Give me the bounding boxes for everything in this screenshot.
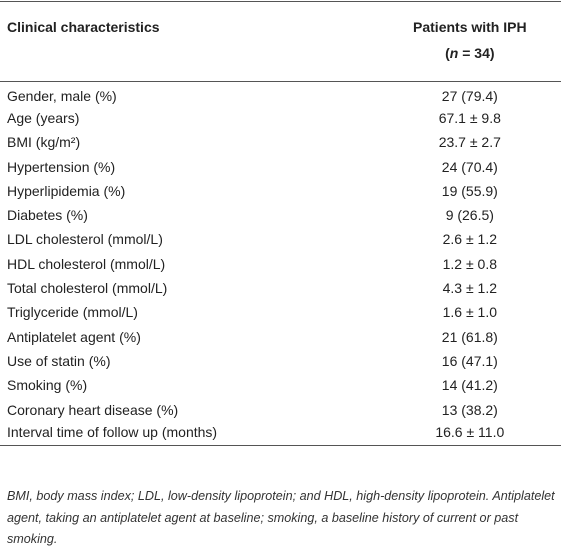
row-value: 19 (55.9) (441, 182, 498, 199)
header-sub: ( (445, 45, 450, 61)
row-value: 16 (47.1) (441, 352, 498, 369)
table-row: Gender, male (%) 27 (79.4) (0, 82, 561, 106)
row-value: 9 (26.5) (445, 207, 494, 224)
header-text: Patients with IPH (413, 19, 527, 35)
table-row: Total cholesterol (mmol/L) 4.3 ± 1.2 (0, 276, 561, 300)
row-label: Hypertension (%) (7, 158, 116, 175)
table-row: LDL cholesterol (mmol/L) 2.6 ± 1.2 (0, 227, 561, 251)
table-row: Hypertension (%) 24 (70.4) (0, 154, 561, 178)
row-value: 13 (38.2) (441, 401, 498, 418)
row-label: Age (years) (7, 109, 80, 126)
row-value: 21 (61.8) (441, 328, 498, 345)
table-row: Use of statin (%) 16 (47.1) (0, 349, 561, 373)
table-row: Age (years) 67.1 ± 9.8 (0, 106, 561, 130)
table-row: Triglyceride (mmol/L) 1.6 ± 1.0 (0, 300, 561, 324)
row-label: Hyperlipidemia (%) (7, 182, 126, 199)
row-label: Triglyceride (mmol/L) (7, 304, 138, 321)
header-sub: = 34) (458, 45, 495, 61)
row-label: Interval time of follow up (months) (0, 421, 379, 447)
row-label: Coronary heart disease (%) (7, 401, 179, 418)
row-value: 1.2 ± 0.8 (442, 255, 497, 272)
row-label: Smoking (%) (7, 377, 88, 394)
table-row: Coronary heart disease (%) 13 (38.2) (0, 397, 561, 421)
row-value: 14 (41.2) (441, 377, 498, 394)
row-value: 23.7 ± 2.7 (438, 134, 501, 151)
row-label: HDL cholesterol (mmol/L) (7, 255, 166, 272)
header-cell: Patients with IPH (n = 34) (378, 1, 561, 82)
table-row: BMI (kg/m²) 23.7 ± 2.7 (0, 130, 561, 154)
row-value: 4.3 ± 1.2 (442, 280, 497, 297)
row-value: 67.1 ± 9.8 (438, 109, 501, 126)
table-row: Interval time of follow up (months) 16.6 … (0, 421, 561, 447)
table-row: Diabetes (%) 9 (26.5) (0, 203, 561, 227)
row-label: BMI (kg/m²) (7, 134, 81, 151)
table-row: HDL cholesterol (mmol/L) 1.2 ± 0.8 (0, 252, 561, 276)
table-row: Hyperlipidemia (%) 19 (55.9) (0, 179, 561, 203)
row-label: Total cholesterol (mmol/L) (7, 280, 168, 297)
table-row: Antiplatelet agent (%) 21 (61.8) (0, 324, 561, 348)
row-value: 16.6 ± 11.0 (378, 421, 561, 447)
header-cell: Clinical characteristics (0, 1, 379, 82)
table-body: Gender, male (%) 27 (79.4) Age (years) 67.1… (0, 82, 561, 447)
row-label: Diabetes (%) (7, 207, 88, 224)
row-label: LDL cholesterol (mmol/L) (7, 231, 163, 248)
row-value: 2.6 ± 1.2 (442, 231, 497, 248)
row-value: 27 (79.4) (441, 88, 498, 105)
footnote: BMI, body mass index; LDL, low-density l… (7, 489, 555, 546)
data-table: Clinical characteristics Patients with I… (0, 1, 561, 447)
header-row: Clinical characteristics Patients with I… (0, 1, 561, 82)
row-label: Antiplatelet agent (%) (7, 328, 141, 345)
table-row: Smoking (%) 14 (41.2) (0, 373, 561, 397)
row-value: 1.6 ± 1.0 (442, 304, 497, 321)
row-label: Use of statin (%) (7, 352, 111, 369)
header-text: Clinical characteristics (7, 19, 160, 35)
row-label: Gender, male (%) (7, 88, 117, 105)
row-value: 24 (70.4) (441, 158, 498, 175)
header-sub: n (449, 45, 459, 61)
